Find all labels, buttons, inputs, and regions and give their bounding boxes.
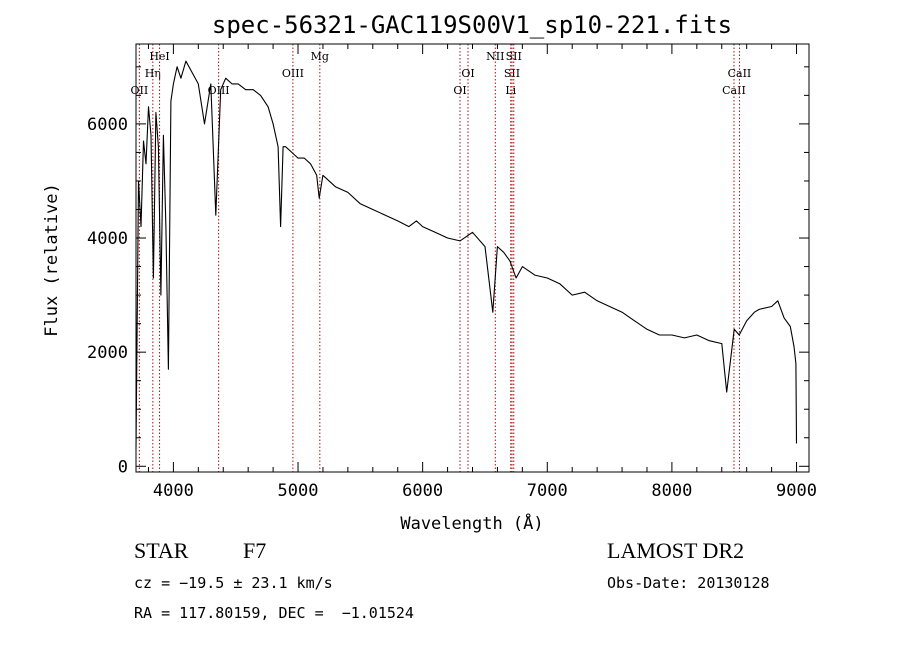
line-marker-label-13: CaII (728, 67, 752, 80)
emission-line-markers: OII Hη HeI OIII OIII Mg OI OI NII Li SII SII CaII CaI… (131, 44, 752, 472)
chart-title: spec-56321-GAC119S00V1_sp10-221.fits (212, 11, 732, 39)
line-marker-label-10: SII (504, 67, 520, 80)
y-tick-label-6000: 6000 (87, 115, 128, 135)
plot-frame (135, 43, 810, 473)
x-tick-label-4000: 4000 (153, 481, 194, 501)
object-class: STAR (134, 538, 189, 563)
survey-name: LAMOST DR2 (607, 538, 745, 563)
line-marker-label-1: Hη (145, 67, 161, 80)
x-tick-label-7000: 7000 (527, 481, 568, 501)
spectrum-line-0 (135, 60, 798, 450)
y-tick-label-4000: 4000 (87, 229, 128, 249)
line-marker-label-11: SII (506, 50, 522, 63)
line-marker-label-9: Li (505, 84, 516, 97)
x-tick-label-5000: 5000 (278, 481, 319, 501)
y-tick-label-0: 0 (118, 457, 128, 477)
line-marker-label-0: OII (131, 84, 149, 97)
x-tick-labels: 4000 5000 6000 7000 8000 9000 (153, 481, 817, 501)
line-marker-label-12: CaII (722, 84, 746, 97)
line-marker-label-4: OIII (282, 67, 304, 80)
axis-ticks (136, 44, 809, 472)
line-marker-label-5: Mg (311, 50, 329, 63)
line-marker-label-7: OI (461, 67, 474, 80)
spectrum-layer (135, 60, 798, 450)
line-marker-label-3: OIII (208, 84, 230, 97)
redshift-value: cz = −19.5 ± 23.1 km/s (134, 574, 333, 592)
spectral-subclass: F7 (243, 538, 267, 563)
y-tick-labels: 0 2000 4000 6000 (87, 115, 128, 477)
line-marker-label-2: HeI (149, 50, 169, 63)
y-axis-label: Flux (relative) (42, 183, 62, 337)
sky-coordinates: RA = 117.80159, DEC = −1.01524 (134, 604, 414, 622)
x-tick-label-9000: 9000 (776, 481, 817, 501)
x-tick-label-6000: 6000 (402, 481, 443, 501)
observation-date: Obs-Date: 20130128 (607, 574, 770, 592)
line-marker-label-6: OI (453, 84, 466, 97)
x-tick-label-8000: 8000 (651, 481, 692, 501)
x-axis-label: Wavelength (Å) (400, 512, 543, 534)
y-tick-label-2000: 2000 (87, 343, 128, 363)
line-marker-label-8: NII (486, 50, 504, 63)
